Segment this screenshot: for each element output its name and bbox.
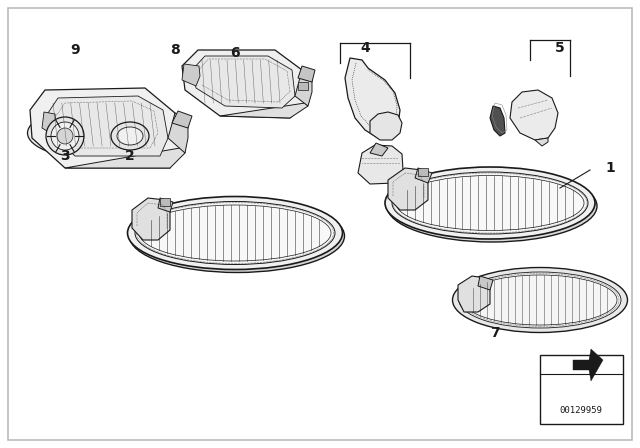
Polygon shape xyxy=(172,111,192,128)
Polygon shape xyxy=(490,106,505,136)
Bar xyxy=(540,355,623,424)
Ellipse shape xyxy=(452,267,627,332)
Ellipse shape xyxy=(111,122,149,150)
Polygon shape xyxy=(65,138,185,168)
Ellipse shape xyxy=(459,272,621,328)
Bar xyxy=(298,82,308,90)
Text: 5: 5 xyxy=(555,41,565,55)
Text: 7: 7 xyxy=(490,326,500,340)
Polygon shape xyxy=(168,113,188,153)
Ellipse shape xyxy=(392,172,588,234)
Ellipse shape xyxy=(57,128,73,144)
Polygon shape xyxy=(345,58,400,138)
Polygon shape xyxy=(358,145,403,184)
Polygon shape xyxy=(132,198,170,240)
Polygon shape xyxy=(415,168,432,183)
Text: 8: 8 xyxy=(170,43,180,57)
Polygon shape xyxy=(220,103,308,118)
Text: 00129959: 00129959 xyxy=(559,406,602,415)
Ellipse shape xyxy=(135,202,335,264)
Ellipse shape xyxy=(387,170,597,242)
Ellipse shape xyxy=(117,127,143,145)
Ellipse shape xyxy=(129,199,344,272)
Polygon shape xyxy=(182,50,305,118)
Ellipse shape xyxy=(463,275,617,325)
Text: 6: 6 xyxy=(230,46,240,60)
Bar xyxy=(418,168,428,176)
Text: 1: 1 xyxy=(605,161,615,175)
Polygon shape xyxy=(370,143,388,156)
Ellipse shape xyxy=(139,205,331,261)
Polygon shape xyxy=(42,112,56,134)
Polygon shape xyxy=(510,90,558,140)
Ellipse shape xyxy=(385,167,595,239)
Polygon shape xyxy=(48,96,168,156)
Text: 9: 9 xyxy=(70,43,80,57)
Polygon shape xyxy=(192,56,295,108)
Polygon shape xyxy=(458,276,490,312)
Polygon shape xyxy=(158,198,173,212)
Text: 2: 2 xyxy=(125,149,135,163)
Polygon shape xyxy=(295,70,312,106)
Polygon shape xyxy=(478,276,493,290)
Polygon shape xyxy=(388,168,428,210)
Ellipse shape xyxy=(396,176,584,231)
Polygon shape xyxy=(573,349,603,381)
Polygon shape xyxy=(535,138,548,146)
Ellipse shape xyxy=(51,122,79,150)
Polygon shape xyxy=(370,112,402,140)
Bar xyxy=(160,198,170,206)
Ellipse shape xyxy=(46,117,84,155)
Ellipse shape xyxy=(28,105,182,160)
Text: 3: 3 xyxy=(60,149,70,163)
Text: 4: 4 xyxy=(360,41,370,55)
Polygon shape xyxy=(30,88,180,168)
Polygon shape xyxy=(182,64,200,86)
Polygon shape xyxy=(298,66,315,82)
Ellipse shape xyxy=(127,197,342,270)
